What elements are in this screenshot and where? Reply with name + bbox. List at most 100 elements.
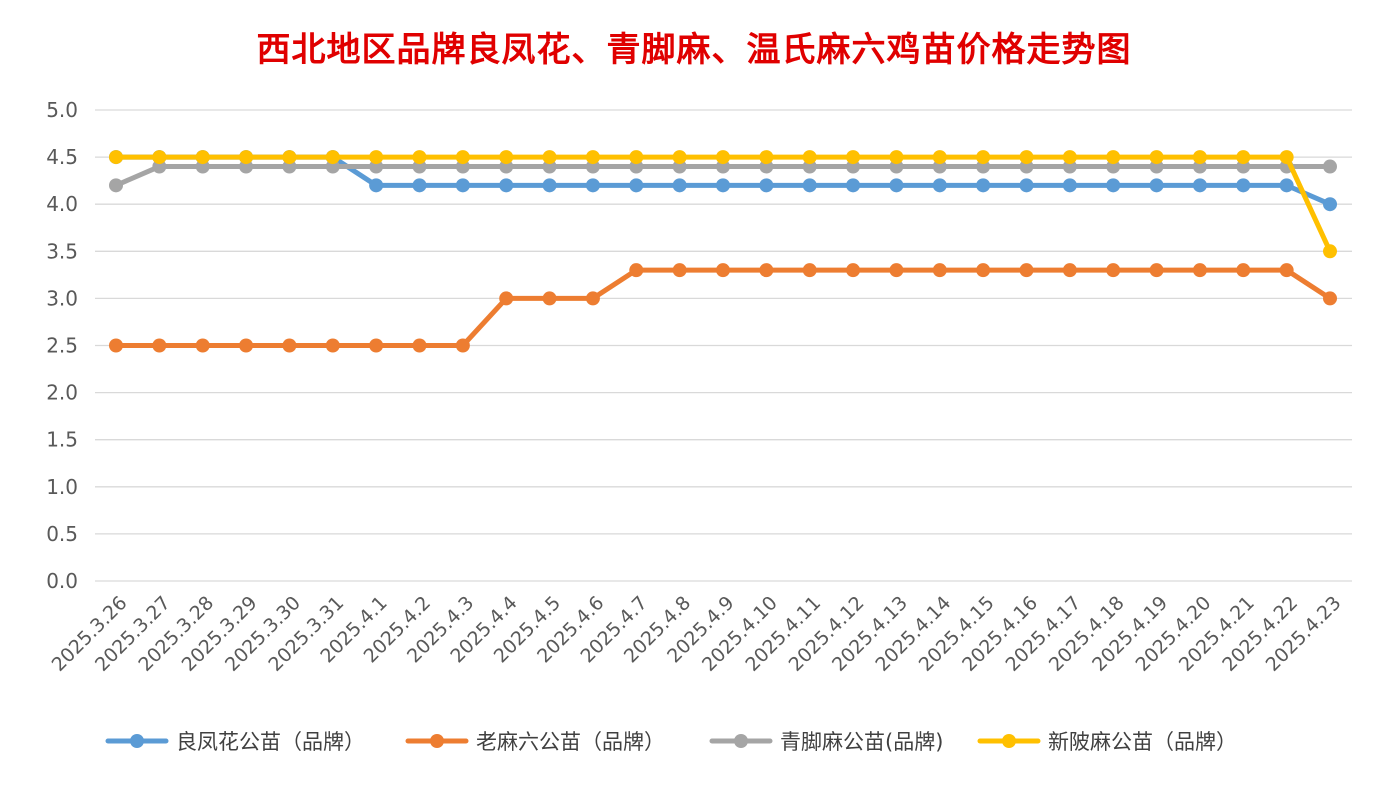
data-point — [1019, 178, 1034, 193]
y-tick-label: 1.0 — [46, 475, 78, 499]
data-point — [1236, 150, 1251, 165]
data-point — [152, 338, 167, 353]
data-point — [1062, 263, 1077, 278]
data-point — [802, 150, 817, 165]
y-tick-label: 0.5 — [46, 522, 78, 546]
data-point — [1149, 150, 1164, 165]
x-axis-ticks: 2025.3.262025.3.272025.3.282025.3.292025… — [48, 592, 1346, 676]
data-point — [499, 150, 514, 165]
legend-item: 青脚麻公苗(品牌) — [709, 730, 943, 754]
data-point — [846, 263, 861, 278]
legend-item: 良凤花公苗（品牌） — [105, 730, 365, 754]
y-tick-label: 3.5 — [46, 239, 78, 263]
data-point — [195, 338, 210, 353]
data-point — [412, 150, 427, 165]
series-lines — [109, 150, 1337, 353]
data-point — [499, 291, 514, 306]
legend-label: 新陂麻公苗（品牌） — [1048, 730, 1237, 754]
data-point — [889, 263, 904, 278]
data-point — [802, 178, 817, 193]
data-point — [542, 178, 557, 193]
data-point — [976, 178, 991, 193]
chart-title: 西北地区品牌良凤花、青脚麻、温氏麻六鸡苗价格走势图 — [256, 30, 1132, 70]
legend-label: 青脚麻公苗(品牌) — [780, 730, 943, 754]
data-point — [1062, 178, 1077, 193]
data-point — [455, 178, 470, 193]
data-point — [152, 150, 167, 165]
y-tick-label: 3.0 — [46, 286, 78, 310]
data-point — [1019, 150, 1034, 165]
data-point — [109, 150, 123, 165]
data-point — [1192, 178, 1207, 193]
data-point — [932, 150, 947, 165]
data-point — [1192, 263, 1207, 278]
y-tick-label: 4.0 — [46, 192, 78, 216]
data-point — [1106, 263, 1121, 278]
data-point — [889, 150, 904, 165]
data-point — [1279, 178, 1294, 193]
legend-label: 老麻六公苗（品牌） — [476, 730, 665, 754]
data-point — [455, 338, 470, 353]
data-point — [672, 263, 687, 278]
data-point — [1106, 178, 1121, 193]
legend-swatch-marker — [130, 734, 144, 748]
data-point — [109, 338, 123, 353]
data-point — [455, 150, 470, 165]
data-point — [412, 338, 427, 353]
data-point — [1149, 263, 1164, 278]
y-tick-label: 1.5 — [46, 428, 78, 452]
data-point — [1279, 263, 1294, 278]
data-point — [629, 263, 644, 278]
data-point — [1062, 150, 1077, 165]
y-tick-label: 4.5 — [46, 145, 78, 169]
legend: 良凤花公苗（品牌） 老麻六公苗（品牌） 青脚麻公苗(品牌) 新陂麻公苗（品牌） — [105, 730, 1237, 754]
data-point — [846, 150, 861, 165]
data-point — [239, 150, 254, 165]
legend-item: 老麻六公苗（品牌） — [405, 730, 665, 754]
y-tick-label: 2.0 — [46, 381, 78, 405]
data-point — [282, 150, 297, 165]
data-point — [716, 150, 730, 165]
data-point — [585, 178, 600, 193]
data-point — [585, 150, 600, 165]
data-point — [716, 178, 730, 193]
data-point — [976, 150, 991, 165]
data-point — [629, 150, 644, 165]
data-point — [369, 338, 384, 353]
data-point — [282, 338, 297, 353]
data-point — [1323, 244, 1337, 259]
series-2 — [109, 263, 1337, 353]
data-point — [802, 263, 817, 278]
data-point — [585, 291, 600, 306]
data-point — [716, 263, 730, 278]
data-point — [932, 263, 947, 278]
y-tick-label: 5.0 — [46, 98, 78, 122]
data-point — [629, 178, 644, 193]
data-point — [759, 178, 774, 193]
y-tick-label: 2.5 — [46, 334, 78, 358]
legend-swatch-marker — [430, 734, 444, 748]
data-point — [672, 178, 687, 193]
data-point — [325, 338, 340, 353]
data-point — [759, 150, 774, 165]
y-tick-label: 0.0 — [46, 569, 78, 593]
data-point — [889, 178, 904, 193]
data-point — [1149, 178, 1164, 193]
legend-label: 良凤花公苗（品牌） — [176, 730, 365, 754]
data-point — [369, 178, 384, 193]
data-point — [412, 178, 427, 193]
data-point — [1192, 150, 1207, 165]
data-point — [239, 338, 254, 353]
data-point — [1019, 263, 1034, 278]
data-point — [976, 263, 991, 278]
data-point — [542, 150, 557, 165]
series-4 — [109, 150, 1337, 259]
series-line — [113, 267, 1333, 348]
data-point — [1236, 178, 1251, 193]
data-point — [195, 150, 210, 165]
data-point — [109, 178, 123, 193]
legend-swatch-marker — [1002, 734, 1016, 748]
data-point — [1323, 291, 1337, 306]
data-point — [932, 178, 947, 193]
